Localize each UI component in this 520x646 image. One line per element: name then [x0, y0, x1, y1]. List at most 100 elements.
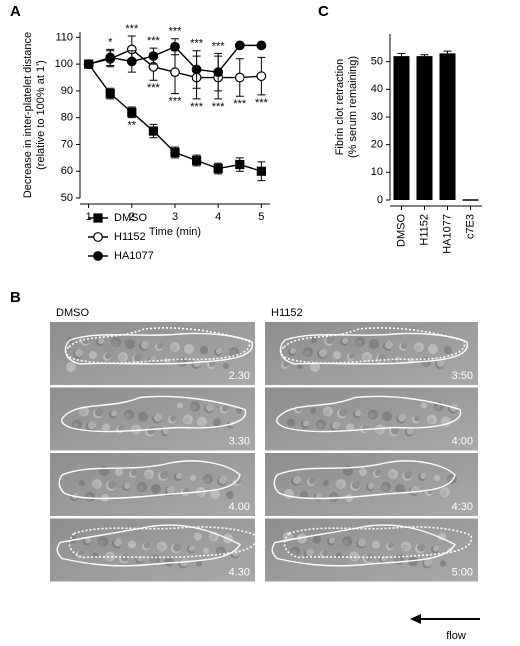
cell-texture [197, 416, 207, 427]
cell-texture [382, 411, 392, 422]
cell-texture [154, 413, 162, 422]
cell-texture [283, 361, 289, 367]
y-tick-label: 90 [61, 85, 73, 97]
micrograph: 4.00 [50, 453, 255, 516]
cell-texture [368, 409, 378, 420]
cell-texture [323, 480, 329, 486]
cell-texture [433, 545, 439, 552]
cell-texture [434, 475, 440, 481]
cell-texture [414, 415, 420, 422]
cell-texture [284, 489, 294, 499]
cell-texture [184, 344, 194, 354]
micrograph: 4:30 [265, 453, 478, 516]
significance: *** [169, 95, 183, 107]
cell-texture [391, 426, 399, 435]
data-point [148, 51, 159, 61]
column-title: DMSO [56, 307, 89, 319]
y-tick-label: 0 [377, 194, 383, 206]
cell-texture [118, 352, 128, 362]
cell-texture [144, 542, 150, 549]
cell-texture [170, 415, 176, 422]
x-tick-label: 3 [172, 211, 178, 223]
micrograph-bg [265, 518, 478, 582]
data-point [83, 59, 94, 70]
cell-texture [310, 362, 320, 372]
cell-texture [151, 484, 161, 494]
cell-texture [316, 493, 322, 499]
cell-texture [124, 409, 134, 420]
cell-texture [336, 479, 346, 489]
cell-texture [85, 537, 91, 544]
cell-texture [342, 536, 352, 547]
cell-texture [369, 339, 379, 349]
cell-texture [417, 543, 425, 552]
cell-texture [358, 538, 366, 547]
micrograph: 3.30 [50, 387, 255, 451]
outline-prev [64, 327, 251, 364]
y-tick-label: 60 [61, 165, 73, 177]
x-tick-label: H1152 [418, 214, 430, 246]
legend-label: HA1077 [114, 250, 154, 262]
cell-texture [385, 341, 393, 349]
cell-texture [164, 556, 174, 567]
cell-texture [134, 354, 142, 362]
y-tick-label: 50 [371, 56, 383, 68]
y-tick-label: 70 [61, 138, 73, 150]
cell-texture [105, 551, 115, 562]
outline [276, 395, 462, 433]
cell-texture [131, 470, 137, 476]
significance: ** [128, 120, 137, 132]
cell-texture [200, 346, 208, 354]
outline [58, 460, 241, 500]
cell-texture [411, 486, 419, 494]
cell-texture [118, 425, 124, 432]
data-point [105, 52, 116, 63]
legend-marker [93, 232, 103, 242]
cell-texture [388, 469, 398, 479]
cell-texture [326, 336, 334, 344]
panel-label: C [318, 3, 329, 20]
data-point [148, 126, 159, 136]
legend-label: DMSO [114, 212, 147, 224]
cell-texture [381, 555, 387, 562]
cell-texture [173, 543, 181, 552]
cell-texture [310, 407, 316, 414]
y-tick-label: 10 [371, 166, 383, 178]
cell-texture [194, 532, 202, 541]
cell-texture [319, 349, 327, 357]
bar [439, 53, 456, 200]
cell-texture [440, 487, 450, 497]
x-axis-label: Time (min) [149, 226, 201, 238]
cell-texture [427, 414, 437, 425]
cell-texture [114, 538, 122, 547]
cell-texture [115, 468, 123, 476]
y-tick-label: 40 [371, 83, 383, 95]
data-point [127, 107, 137, 117]
cell-texture [349, 353, 355, 359]
time-stamp: 3.30 [229, 435, 250, 447]
cell-texture [203, 547, 209, 554]
significance: *** [169, 26, 183, 38]
cell-texture [79, 406, 89, 417]
y-tick-label: 30 [371, 111, 383, 123]
cell-texture [108, 481, 116, 489]
cell-texture [66, 362, 76, 372]
cell-texture [290, 546, 300, 557]
cell-texture [72, 419, 82, 430]
panel-label: A [10, 3, 21, 20]
cell-texture [368, 483, 374, 489]
cell-texture [290, 348, 296, 354]
cell-texture [346, 423, 354, 432]
error-bar [443, 50, 452, 54]
cell-texture [105, 353, 111, 359]
cell-texture [98, 536, 108, 547]
cell-texture [209, 361, 215, 367]
cell-texture [88, 421, 96, 430]
cell-texture [339, 408, 347, 417]
cell-texture [398, 413, 406, 422]
cell-texture [306, 548, 314, 557]
significance: *** [255, 97, 269, 109]
x-tick-label: 4 [215, 211, 221, 223]
cell-texture [128, 540, 136, 549]
cell-texture [236, 407, 242, 414]
